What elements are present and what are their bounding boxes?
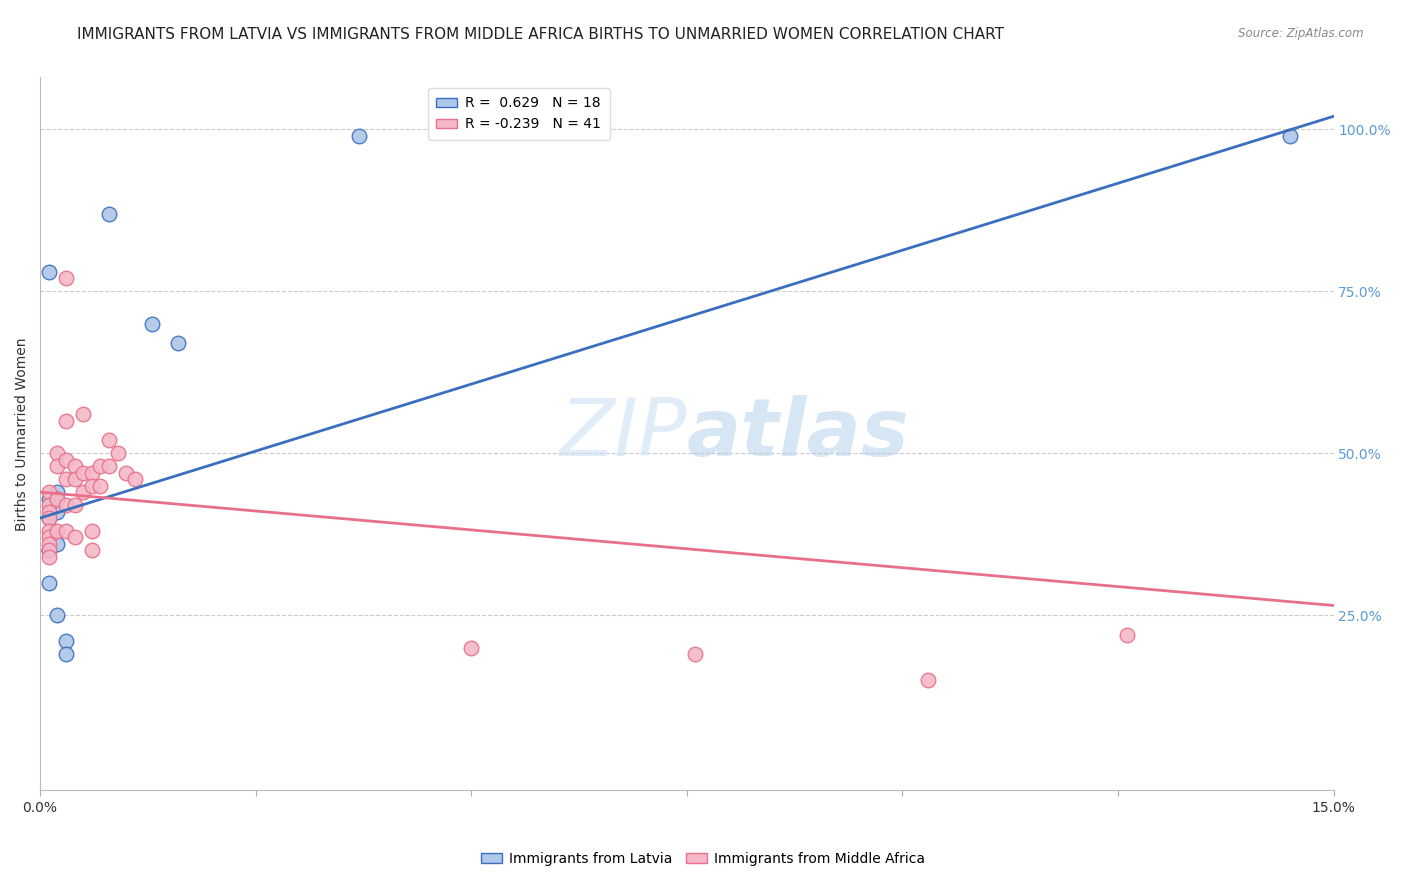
Point: [38, 504, 60, 518]
Point: [38, 537, 60, 551]
Point: [124, 472, 146, 486]
Point: [46, 524, 69, 538]
Point: [917, 673, 939, 687]
Point: [98, 459, 121, 474]
Point: [46, 446, 69, 460]
Point: [38, 491, 60, 506]
Point: [46, 485, 69, 500]
Text: Source: ZipAtlas.com: Source: ZipAtlas.com: [1239, 27, 1364, 40]
Point: [80, 524, 103, 538]
Point: [89, 478, 111, 492]
Point: [46, 491, 69, 506]
Text: ZIP: ZIP: [560, 395, 686, 473]
Point: [55, 647, 77, 661]
Y-axis label: Births to Unmarried Women: Births to Unmarried Women: [15, 337, 30, 531]
Point: [38, 511, 60, 525]
Point: [80, 478, 103, 492]
Point: [38, 485, 60, 500]
Point: [98, 206, 121, 220]
Point: [55, 271, 77, 285]
Point: [38, 549, 60, 564]
Point: [72, 408, 94, 422]
Point: [55, 452, 77, 467]
Legend: Immigrants from Latvia, Immigrants from Middle Africa: Immigrants from Latvia, Immigrants from …: [475, 847, 931, 871]
Point: [46, 608, 69, 623]
Point: [63, 472, 86, 486]
Point: [38, 543, 60, 558]
Point: [107, 446, 129, 460]
Point: [55, 472, 77, 486]
Point: [72, 466, 94, 480]
Point: [46, 537, 69, 551]
Point: [63, 531, 86, 545]
Point: [1115, 627, 1137, 641]
Point: [89, 459, 111, 474]
Point: [38, 543, 60, 558]
Point: [72, 485, 94, 500]
Point: [46, 459, 69, 474]
Point: [98, 434, 121, 448]
Point: [46, 504, 69, 518]
Point: [460, 640, 482, 655]
Point: [55, 634, 77, 648]
Point: [46, 491, 69, 506]
Point: [38, 511, 60, 525]
Point: [38, 543, 60, 558]
Text: atlas: atlas: [686, 395, 910, 473]
Point: [347, 128, 370, 143]
Point: [38, 265, 60, 279]
Point: [55, 524, 77, 538]
Point: [80, 466, 103, 480]
Text: IMMIGRANTS FROM LATVIA VS IMMIGRANTS FROM MIDDLE AFRICA BIRTHS TO UNMARRIED WOME: IMMIGRANTS FROM LATVIA VS IMMIGRANTS FRO…: [77, 27, 1004, 42]
Point: [38, 531, 60, 545]
Point: [38, 498, 60, 512]
Point: [115, 466, 138, 480]
Point: [63, 459, 86, 474]
Point: [55, 498, 77, 512]
Point: [38, 524, 60, 538]
Point: [1279, 128, 1302, 143]
Point: [167, 336, 190, 351]
Point: [80, 543, 103, 558]
Point: [63, 498, 86, 512]
Point: [141, 317, 163, 331]
Legend: R =  0.629   N = 18, R = -0.239   N = 41: R = 0.629 N = 18, R = -0.239 N = 41: [427, 88, 610, 139]
Point: [685, 647, 707, 661]
Point: [55, 414, 77, 428]
Point: [38, 575, 60, 590]
